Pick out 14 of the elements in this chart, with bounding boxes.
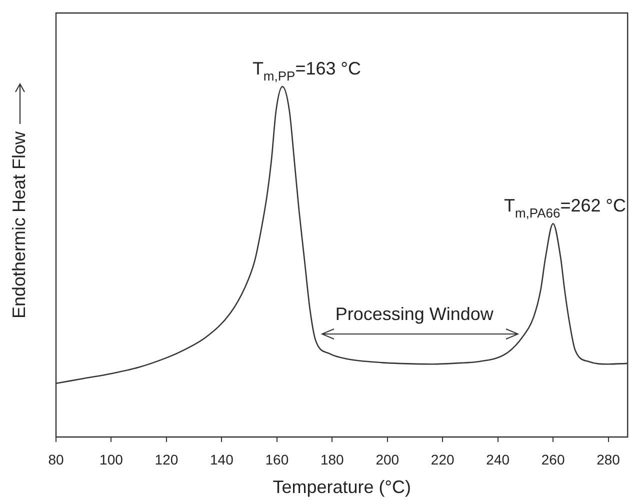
x-axis-title: Temperature (°C) [272,477,411,498]
x-tick-label: 100 [100,451,124,468]
x-tick-label: 200 [376,451,400,468]
x-tick-label: 120 [154,451,178,468]
x-tick-label: 140 [210,451,234,468]
x-tick-label: 220 [430,451,454,468]
y-axis-title: Endothermic Heat Flow [8,130,29,319]
annotation: Processing Window [335,304,494,324]
x-tick-label: 260 [541,451,565,468]
x-tick-label: 280 [596,451,620,468]
x-tick-label: 160 [265,451,289,468]
x-tick-label: 240 [486,451,510,468]
x-tick-label: 180 [320,451,344,468]
x-tick-label: 80 [48,451,64,468]
